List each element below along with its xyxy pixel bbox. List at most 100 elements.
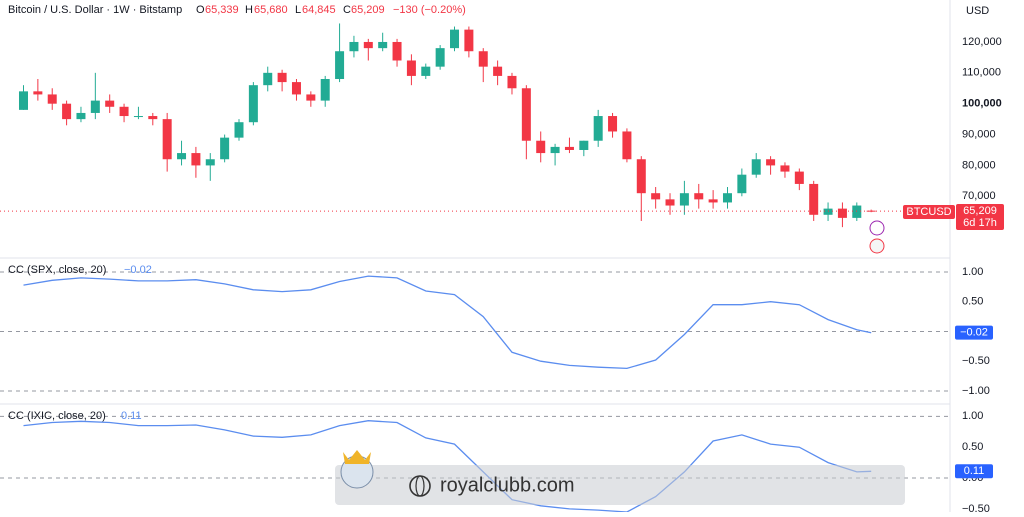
candle-body — [694, 193, 704, 200]
y-tick-label: 1.00 — [962, 266, 983, 278]
ohlc-value: 65,339 — [205, 4, 239, 16]
candle-body — [378, 41, 388, 49]
watermark-text: royalclubb.com — [440, 474, 575, 496]
candle-body — [794, 171, 804, 184]
candle-body — [550, 146, 560, 154]
candle-body — [478, 51, 488, 67]
y-tick-label: 120,000 — [962, 36, 1002, 48]
y-tick-label: −0.50 — [962, 355, 990, 367]
watermark: royalclubb.com — [335, 450, 905, 505]
indicator-line — [23, 420, 872, 513]
candle-body — [62, 103, 72, 120]
candle-body — [837, 208, 847, 218]
candle-body — [349, 41, 359, 52]
price-change: −130 (−0.20%) — [393, 4, 466, 16]
candle-body — [335, 51, 345, 80]
ohlc-value: 65,680 — [254, 4, 288, 16]
candle-body — [579, 140, 589, 150]
watermark-bar — [335, 465, 905, 505]
ohlc-key: C — [343, 4, 351, 16]
candle-body — [536, 140, 546, 154]
candle-body — [18, 91, 28, 110]
price-badge — [956, 204, 1004, 230]
y-tick-label: 90,000 — [962, 128, 996, 140]
candle-body — [852, 205, 862, 218]
candle-body — [133, 116, 143, 118]
ohlc-key: H — [245, 4, 253, 16]
value-badge — [955, 325, 993, 340]
y-tick-label: 100,000 — [962, 98, 1002, 110]
indicator-title: CC (IXIC, close, 20) — [8, 410, 106, 422]
indicator-value: −0.02 — [124, 264, 152, 276]
candle-body — [622, 131, 632, 160]
candle-body — [493, 66, 503, 76]
candle-body — [263, 72, 273, 86]
candle-body — [90, 100, 100, 113]
candle-body — [823, 208, 833, 215]
candle-body — [450, 29, 460, 49]
candle-body — [521, 88, 531, 141]
value-badge-label: 0.11 — [964, 465, 985, 477]
y-tick-label: −0.50 — [962, 503, 990, 512]
y-tick-label: −1.00 — [962, 385, 990, 397]
candle-body — [507, 75, 517, 89]
candle-body — [220, 137, 230, 160]
candle-body — [866, 210, 876, 212]
y-tick-label: 110,000 — [962, 67, 1001, 79]
ohlc-value: 65,209 — [351, 4, 385, 16]
ohlc-value: 64,845 — [302, 4, 336, 16]
candle-body — [406, 60, 416, 76]
candle-body — [751, 159, 761, 175]
y-tick-label: 80,000 — [962, 159, 996, 171]
event-icon[interactable] — [869, 238, 885, 254]
candle-body — [722, 193, 732, 203]
y-tick-label: 0.50 — [962, 441, 983, 453]
candle-body — [119, 106, 129, 117]
candle-body — [651, 193, 661, 200]
candle-body — [780, 165, 790, 172]
candle-body — [363, 41, 373, 49]
candle-body — [679, 193, 689, 206]
candle-body — [162, 119, 172, 160]
candle-body — [191, 153, 201, 166]
y-tick-label: 70,000 — [962, 190, 996, 202]
ohlc-key: L — [295, 4, 301, 16]
indicator-line — [23, 275, 872, 370]
candle-body — [306, 94, 316, 101]
candle-body — [392, 41, 402, 61]
ticker-label: BTCUSD — [906, 206, 951, 218]
candle-body — [33, 91, 43, 95]
price-label: 65,209 — [963, 205, 997, 217]
y-tick-label: 1.00 — [962, 410, 983, 422]
candle-body — [737, 174, 747, 194]
event-icon[interactable] — [869, 220, 885, 236]
candle-body — [421, 66, 431, 76]
candle-body — [708, 199, 718, 203]
candle-body — [464, 29, 474, 52]
ticker-badge — [903, 205, 955, 219]
symbol-title: Bitcoin / U.S. Dollar · 1W · Bitstamp — [8, 4, 182, 16]
y-tick-label: 0.50 — [962, 296, 983, 308]
candle-body — [76, 112, 86, 120]
candle-body — [435, 48, 445, 67]
candle-body — [665, 199, 675, 206]
candle-body — [608, 116, 618, 132]
candle-body — [809, 183, 819, 215]
candle-body — [234, 122, 244, 138]
indicator-title: CC (SPX, close, 20) — [8, 264, 106, 276]
candle-body — [291, 82, 301, 95]
value-badge-label: −0.02 — [960, 327, 988, 339]
candle-body — [564, 146, 574, 150]
candle-body — [148, 116, 158, 120]
ohlc-key: O — [196, 4, 205, 16]
watermark-crown — [343, 450, 371, 464]
candle-body — [636, 159, 646, 194]
candle-body — [277, 72, 287, 83]
indicator-value: 0.11 — [121, 410, 142, 422]
value-badge — [955, 464, 993, 479]
currency[interactable]: USD — [966, 5, 989, 17]
candle-body — [320, 79, 330, 101]
globe-icon — [415, 475, 425, 497]
candle-body — [766, 159, 776, 166]
